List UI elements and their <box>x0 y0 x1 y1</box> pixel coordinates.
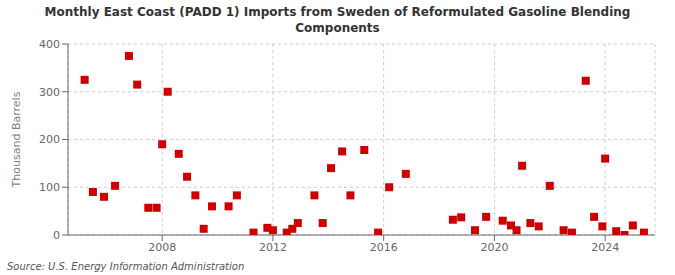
html-text:Monthly East Coast (PADD 1) Im: Monthly East Coast (PADD 1) Imports from… <box>44 5 631 19</box>
svg-text:2012: 2012 <box>259 241 287 254</box>
svg-text:2020: 2020 <box>480 241 508 254</box>
svg-text:200: 200 <box>39 133 60 146</box>
html-text:Components: Components <box>295 21 380 35</box>
svg-text:Thousand Barrels: Thousand Barrels <box>10 91 23 188</box>
svg-text:300: 300 <box>39 86 60 99</box>
svg-text:2016: 2016 <box>370 241 398 254</box>
svg-text:0: 0 <box>53 229 60 242</box>
svg-text:2008: 2008 <box>148 241 176 254</box>
svg-text:400: 400 <box>39 38 60 51</box>
svg-text:2024: 2024 <box>591 241 619 254</box>
svg-text:100: 100 <box>39 181 60 194</box>
html-text:Source: U.S. Energy Informatio: Source: U.S. Energy Information Administ… <box>7 261 245 272</box>
